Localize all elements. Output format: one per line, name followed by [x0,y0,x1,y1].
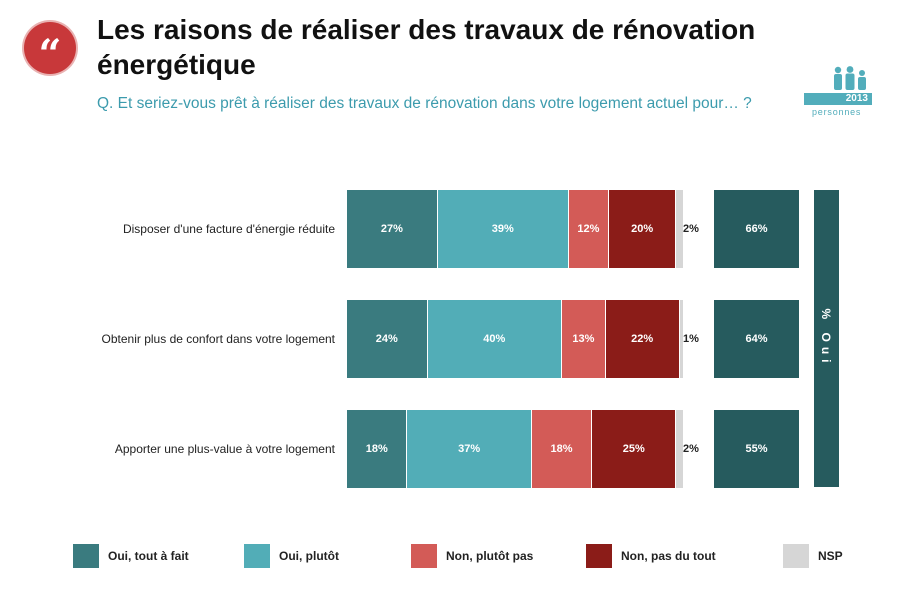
legend-item: Oui, tout à fait [73,544,189,568]
legend-item: Non, plutôt pas [411,544,533,568]
bar-segment [679,300,683,378]
nsp-value-label: 1% [683,333,699,345]
chart-row: Apporter une plus-value à votre logement… [0,410,900,488]
chart-row: Disposer d'une facture d'énergie réduite… [0,190,900,268]
bar-segment: 27% [347,190,438,268]
legend-label: NSP [818,549,843,563]
bar-segment: 18% [531,410,593,488]
legend-swatch [73,544,99,568]
stacked-bar: 24% 40% 13% 22% [347,300,683,378]
quote-icon: “ [24,22,76,78]
legend-item: Non, pas du tout [586,544,716,568]
bar-segment: 24% [347,300,428,378]
nsp-value-label: 2% [683,223,699,235]
nsp-value-label: 2% [683,443,699,455]
bar-segment: 40% [427,300,563,378]
brand-logo: 2013 personnes [804,66,872,118]
category-label: Disposer d'une facture d'énergie réduite [122,222,335,236]
people-icon [834,66,866,90]
legend-label: Oui, tout à fait [108,549,189,563]
bar-segment: 39% [437,190,569,268]
brand-word: personnes [812,107,862,117]
bar-segment [676,190,683,268]
oui-total-value: 64% [714,300,799,378]
bar-segment: 12% [568,190,610,268]
legend-swatch [244,544,270,568]
legend-swatch [783,544,809,568]
page-title: Les raisons de réaliser des travaux de r… [97,14,756,80]
bar-segment: 20% [609,190,677,268]
stacked-bar: 18% 37% 18% 25% [347,410,683,488]
bar-segment: 13% [562,300,606,378]
bar-segment: 37% [407,410,532,488]
chart-row: Obtenir plus de confort dans votre logem… [0,300,900,378]
bar-segment [676,410,683,488]
oui-total-column-header: % Oui [814,190,839,487]
legend-label: Oui, plutôt [279,549,339,563]
oui-total-value: 55% [714,410,799,488]
legend-swatch [586,544,612,568]
survey-question: Q. Et seriez-vous prêt à réaliser des tr… [97,95,752,112]
bar-segment: 18% [347,410,408,488]
stacked-bar: 27% 39% 12% 20% [347,190,683,268]
oui-total-label: % Oui [819,308,833,368]
category-label: Obtenir plus de confort dans votre logem… [101,332,335,346]
brand-number: 2013 [804,93,872,105]
oui-total-value: 66% [714,190,799,268]
legend-label: Non, plutôt pas [446,549,534,563]
legend-label: Non, pas du tout [621,549,716,563]
legend-item: Oui, plutôt [244,544,339,568]
category-label: Apporter une plus-value à votre logement [114,442,335,456]
bar-segment: 22% [605,300,680,378]
legend-swatch [411,544,437,568]
legend-item: NSP [783,544,843,568]
bar-segment: 25% [592,410,677,488]
